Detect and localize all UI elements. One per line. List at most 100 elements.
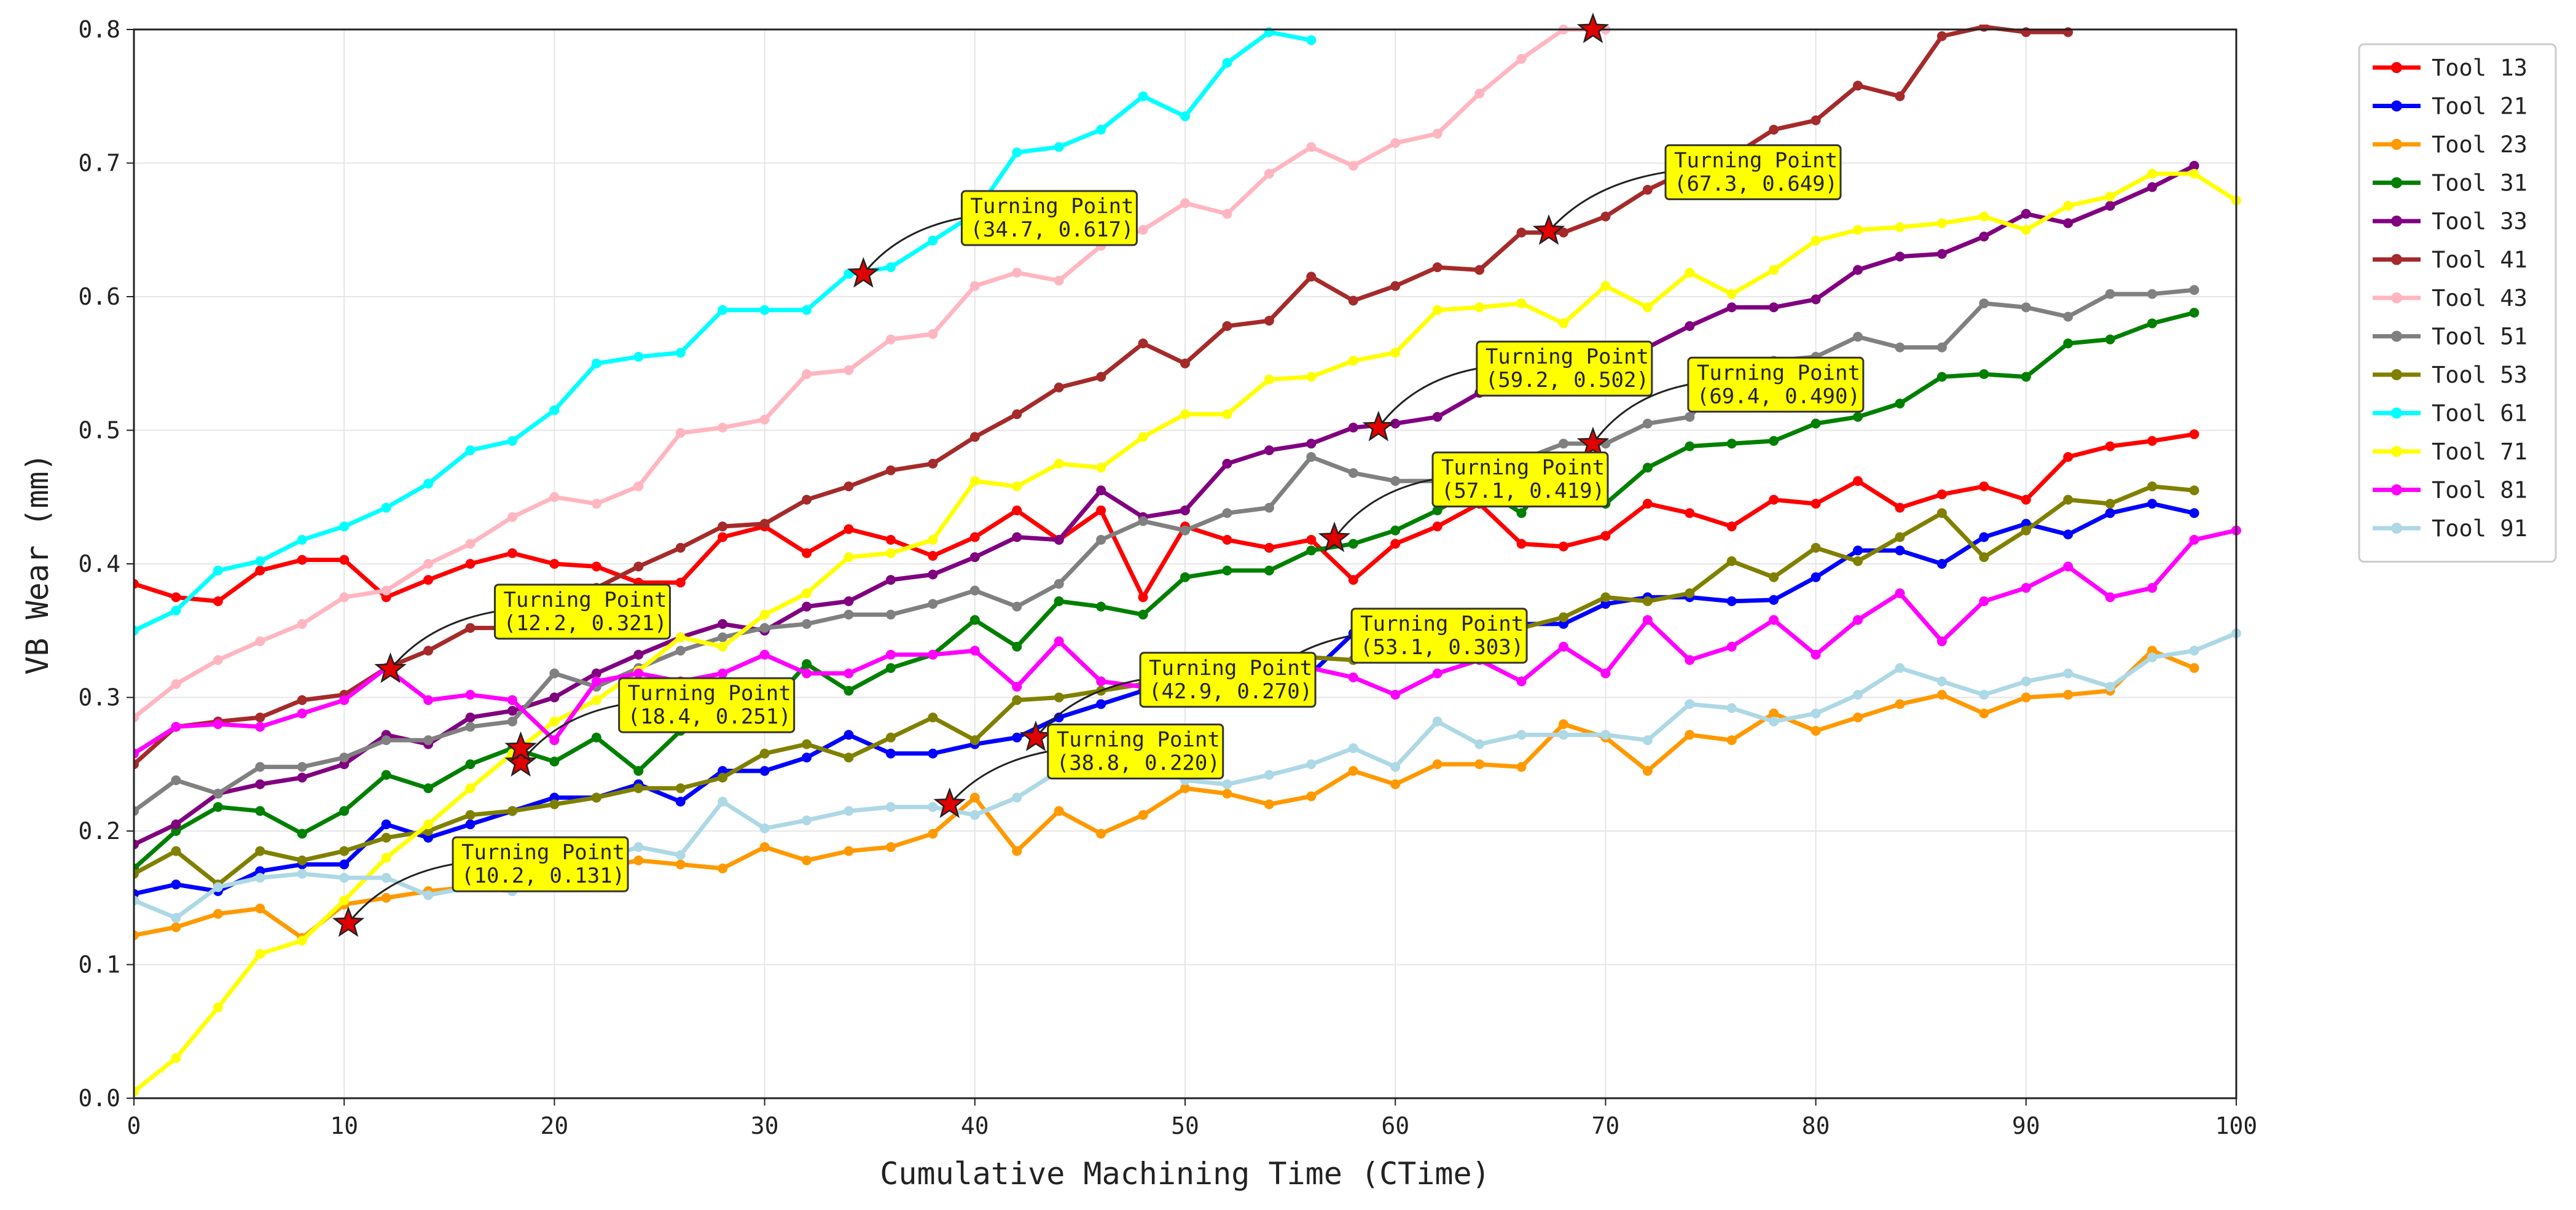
- data-point: [1979, 690, 1989, 700]
- legend-item: Tool 13: [2373, 55, 2527, 81]
- data-point: [1685, 412, 1695, 422]
- data-point: [675, 859, 686, 870]
- data-point: [1853, 412, 1863, 422]
- series-tool-51: [134, 285, 2199, 816]
- data-point: [171, 922, 181, 932]
- data-point: [255, 846, 265, 856]
- data-point: [297, 695, 307, 705]
- annotation-coords: (57.1, 0.419): [1441, 479, 1605, 504]
- data-point: [1222, 321, 1232, 331]
- data-point: [1726, 641, 1737, 652]
- data-point: [1769, 302, 1779, 313]
- data-point: [1642, 418, 1653, 429]
- data-point: [1264, 799, 1274, 810]
- legend-swatch-marker: [2391, 446, 2402, 457]
- data-point: [1138, 338, 1148, 349]
- data-point: [1853, 476, 1863, 486]
- data-point: [1432, 668, 1443, 679]
- turning-point-star: [504, 731, 537, 762]
- data-point: [465, 759, 476, 770]
- data-point: [885, 548, 896, 558]
- annotations: Turning Point(34.7, 0.617)Turning Point(…: [332, 12, 1865, 937]
- data-point: [1558, 227, 1568, 238]
- data-point: [2189, 646, 2199, 656]
- data-point: [1012, 481, 1022, 491]
- data-point: [1054, 458, 1064, 469]
- data-point: [844, 481, 854, 491]
- data-point: [1474, 302, 1485, 313]
- data-point: [2021, 583, 2031, 593]
- data-point: [339, 859, 350, 870]
- data-point: [381, 502, 391, 513]
- annotation-coords: (42.9, 0.270): [1149, 679, 1312, 704]
- data-point: [423, 695, 434, 705]
- data-point: [1685, 441, 1695, 451]
- annotation-coords: (34.7, 0.617): [970, 217, 1133, 242]
- data-point: [969, 615, 980, 625]
- data-point: [465, 623, 476, 633]
- data-point: [1012, 532, 1022, 542]
- data-point: [171, 1053, 181, 1063]
- x-tick-label: 0: [127, 1112, 141, 1139]
- data-point: [1054, 636, 1064, 647]
- plot-frame: [133, 28, 2237, 1099]
- data-point: [381, 892, 391, 903]
- data-point: [213, 802, 223, 812]
- annotation-label: Turning Point: [1674, 148, 1838, 173]
- data-point: [885, 262, 896, 273]
- data-point: [465, 690, 476, 700]
- data-point: [969, 735, 980, 746]
- data-point: [591, 668, 601, 679]
- data-point: [1012, 792, 1022, 803]
- data-point: [423, 478, 434, 489]
- data-point: [1096, 463, 1106, 473]
- data-point: [759, 415, 770, 425]
- data-point: [1769, 595, 1779, 605]
- data-point: [255, 556, 265, 566]
- data-point: [339, 806, 350, 816]
- data-point: [1642, 735, 1653, 746]
- turning-point-annotation: Turning Point(38.8, 0.220): [933, 724, 1224, 818]
- data-point: [1642, 615, 1653, 625]
- data-point: [2021, 494, 2031, 505]
- data-point: [1769, 708, 1779, 719]
- data-point: [802, 752, 812, 763]
- annotation-coords: (69.4, 0.490): [1697, 384, 1860, 408]
- x-tick-label: 70: [1592, 1112, 1620, 1139]
- annotation-label: Turning Point: [970, 194, 1133, 219]
- data-point: [802, 668, 812, 679]
- data-point: [1811, 542, 1821, 553]
- data-point: [928, 649, 938, 660]
- data-point: [134, 1087, 139, 1097]
- data-point: [465, 783, 476, 794]
- legend-label: Tool 31: [2432, 170, 2527, 197]
- legend-item: Tool 23: [2373, 131, 2527, 158]
- data-point: [718, 305, 728, 315]
- data-point: [213, 882, 223, 892]
- data-point: [928, 712, 938, 723]
- data-point: [423, 819, 434, 830]
- data-point: [297, 534, 307, 545]
- data-point: [1222, 209, 1232, 219]
- turning-point-annotation: Turning Point(34.7, 0.617): [847, 190, 1138, 288]
- data-point: [381, 735, 391, 746]
- data-point: [1432, 759, 1443, 770]
- data-point: [1979, 232, 1989, 242]
- data-point: [423, 575, 434, 585]
- data-point: [1180, 111, 1190, 122]
- data-point: [844, 524, 854, 534]
- data-point: [1096, 829, 1106, 839]
- data-point: [213, 908, 223, 919]
- data-point: [1600, 211, 1611, 222]
- data-point: [759, 609, 770, 620]
- data-point: [1054, 712, 1064, 723]
- data-point: [885, 842, 896, 853]
- data-point: [844, 806, 854, 816]
- data-point: [759, 766, 770, 776]
- annotation-label: Turning Point: [628, 681, 791, 706]
- data-point: [134, 839, 139, 849]
- data-point: [339, 896, 350, 906]
- data-point: [633, 481, 644, 491]
- data-point: [885, 575, 896, 585]
- data-point: [2189, 308, 2199, 318]
